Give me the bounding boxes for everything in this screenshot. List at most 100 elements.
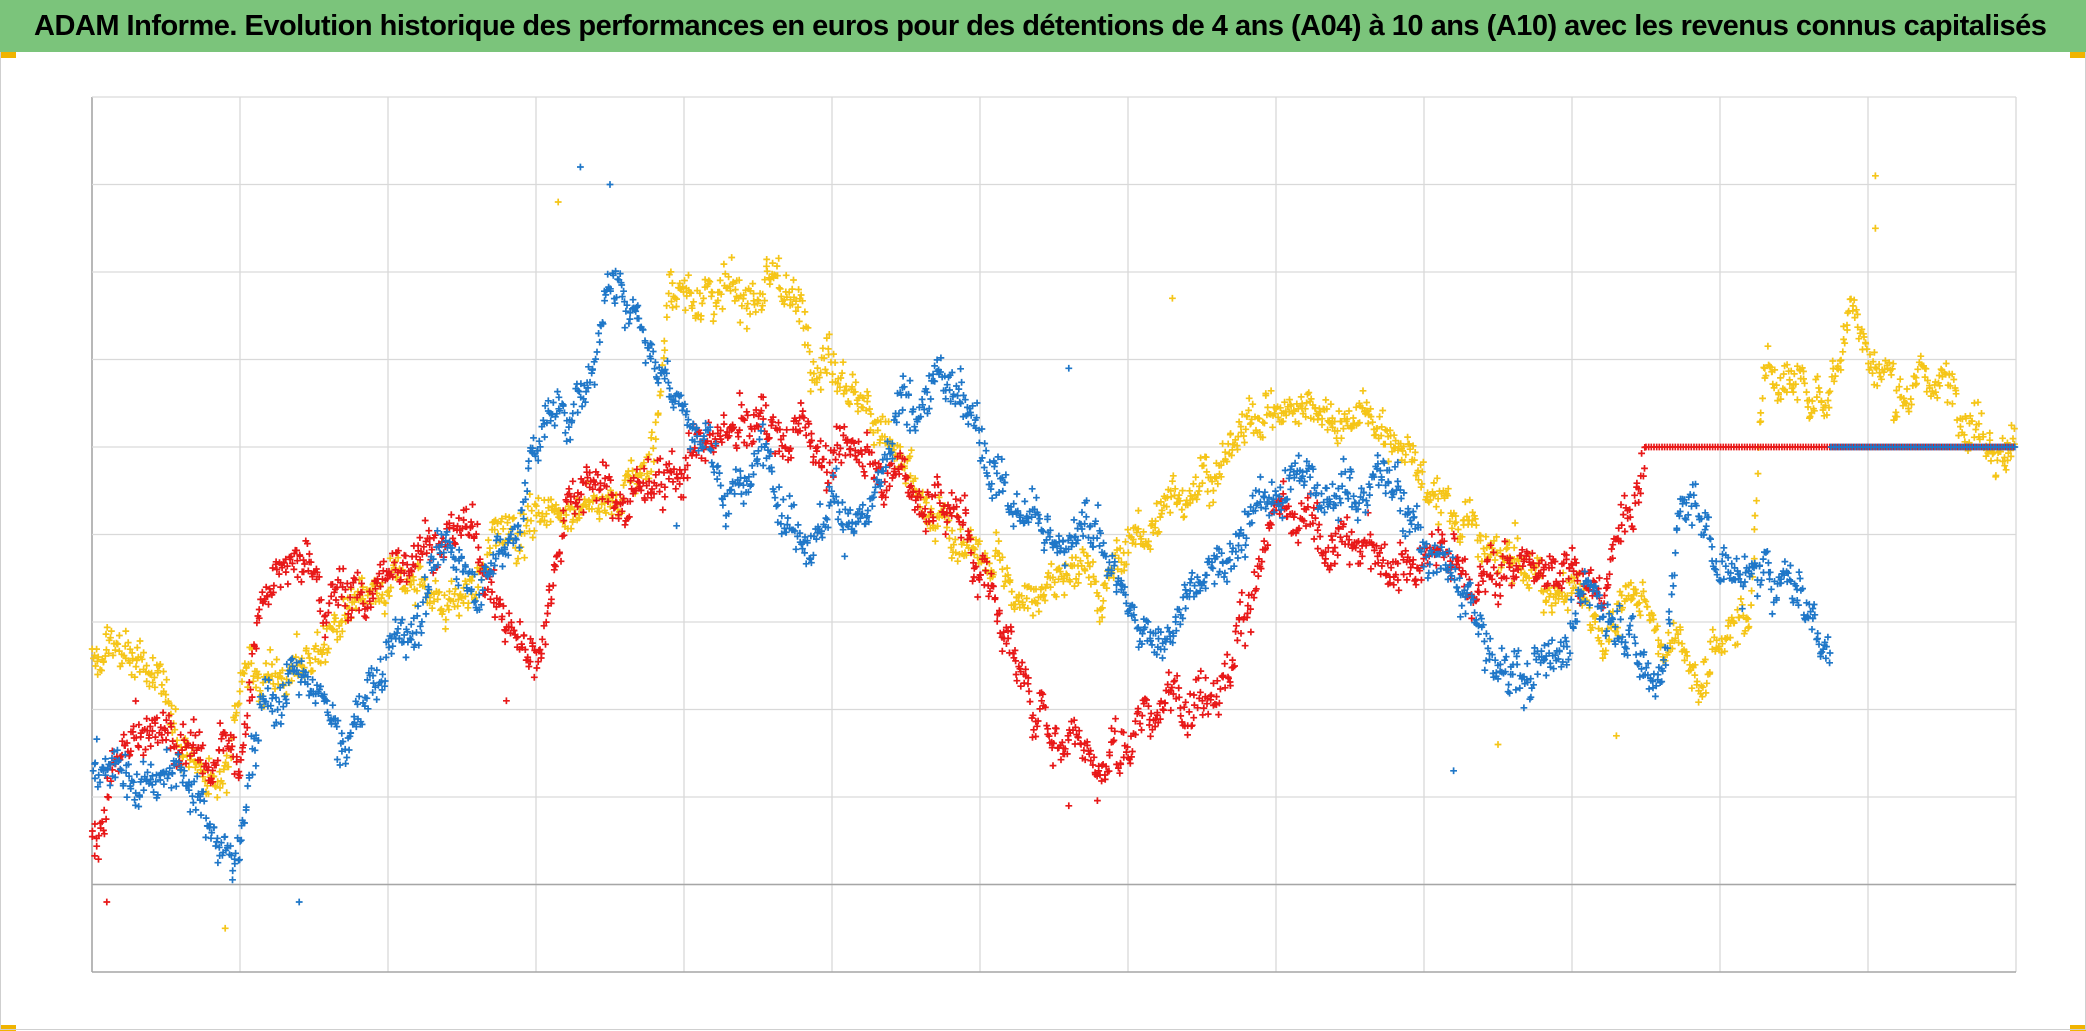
data-point-yellow bbox=[950, 541, 958, 548]
data-point-yellow bbox=[1866, 351, 1874, 358]
data-point-blue bbox=[1211, 580, 1218, 588]
data-point-yellow bbox=[1539, 588, 1547, 596]
data-point-yellow bbox=[1863, 345, 1871, 353]
data-point-yellow bbox=[255, 671, 262, 678]
data-point-yellow bbox=[1318, 421, 1326, 429]
data-point-yellow bbox=[1753, 497, 1760, 505]
data-point-red bbox=[1346, 561, 1353, 568]
data-point-yellow bbox=[1358, 404, 1366, 412]
data-point-yellow bbox=[1490, 537, 1498, 545]
data-point-red bbox=[487, 595, 494, 603]
data-point-yellow bbox=[1800, 375, 1807, 383]
data-point-yellow bbox=[1701, 656, 1709, 663]
data-point-yellow bbox=[1003, 564, 1011, 572]
data-point-yellow bbox=[151, 683, 159, 691]
data-point-yellow bbox=[1707, 638, 1714, 645]
data-point-yellow bbox=[974, 554, 981, 561]
data-point-red bbox=[1052, 725, 1060, 732]
data-point-yellow bbox=[1066, 578, 1074, 586]
data-point-yellow bbox=[1122, 560, 1130, 568]
data-point-red bbox=[135, 743, 143, 751]
data-point-yellow bbox=[740, 291, 748, 299]
data-point-blue bbox=[1346, 474, 1354, 482]
data-point-red bbox=[242, 730, 249, 738]
data-point-yellow bbox=[790, 276, 797, 284]
data-point-blue bbox=[1035, 519, 1042, 527]
data-point-blue bbox=[1188, 569, 1196, 577]
data-point-yellow bbox=[1114, 565, 1122, 573]
data-point-yellow bbox=[1208, 478, 1216, 485]
data-point-yellow bbox=[328, 625, 336, 632]
data-point-yellow bbox=[1743, 614, 1751, 622]
data-point-yellow bbox=[407, 581, 415, 589]
data-point-yellow bbox=[1113, 537, 1121, 544]
data-point-red bbox=[105, 794, 112, 801]
data-point-red bbox=[1094, 797, 1101, 804]
data-point-yellow bbox=[132, 663, 140, 670]
data-point-yellow bbox=[1801, 379, 1808, 387]
data-point-yellow bbox=[136, 637, 144, 645]
data-point-red bbox=[1496, 592, 1504, 600]
data-point-yellow bbox=[1759, 395, 1766, 402]
data-point-yellow bbox=[143, 662, 150, 669]
data-point-blue bbox=[747, 481, 755, 488]
data-point-yellow bbox=[442, 625, 449, 633]
data-point-yellow bbox=[1627, 596, 1635, 604]
data-point-yellow bbox=[128, 649, 136, 657]
data-point-yellow bbox=[1873, 382, 1881, 390]
data-point-yellow bbox=[763, 267, 771, 275]
data-point-yellow bbox=[1249, 400, 1257, 408]
data-point-yellow bbox=[1404, 433, 1411, 441]
data-point-blue bbox=[1055, 532, 1063, 540]
data-point-yellow bbox=[1826, 387, 1834, 395]
data-point-yellow bbox=[1234, 446, 1241, 453]
data-point-yellow bbox=[1816, 388, 1824, 396]
data-point-red bbox=[100, 806, 108, 814]
data-point-yellow bbox=[1824, 397, 1832, 404]
data-point-yellow bbox=[122, 627, 130, 635]
data-point-yellow bbox=[331, 611, 338, 619]
data-point-yellow bbox=[881, 433, 889, 441]
data-point-yellow bbox=[1830, 377, 1838, 385]
data-point-yellow bbox=[1595, 625, 1602, 632]
data-point-yellow bbox=[787, 296, 794, 304]
data-point-red bbox=[1621, 492, 1628, 500]
data-point-yellow bbox=[761, 297, 768, 304]
data-point-red bbox=[668, 447, 676, 455]
data-point-yellow bbox=[256, 687, 264, 695]
data-point-yellow bbox=[962, 551, 970, 559]
data-point-yellow bbox=[1379, 407, 1387, 414]
data-point-yellow bbox=[999, 553, 1006, 561]
data-point-yellow bbox=[1912, 374, 1920, 382]
data-point-red bbox=[743, 408, 751, 416]
data-point-yellow bbox=[1597, 640, 1605, 648]
data-point-red bbox=[294, 573, 301, 581]
data-point-yellow bbox=[906, 453, 914, 460]
data-point-yellow bbox=[213, 794, 221, 801]
data-point-red bbox=[855, 438, 862, 445]
data-point-blue bbox=[525, 457, 533, 465]
data-point-yellow bbox=[1446, 517, 1454, 525]
data-point-yellow bbox=[1735, 614, 1743, 622]
data-point-blue bbox=[651, 365, 658, 373]
data-point-yellow bbox=[1071, 582, 1078, 590]
data-point-yellow bbox=[661, 346, 669, 354]
data-point-blue bbox=[342, 760, 349, 767]
data-point-yellow bbox=[1169, 294, 1176, 302]
data-point-yellow bbox=[1504, 544, 1511, 552]
data-point-yellow bbox=[136, 668, 144, 676]
data-point-yellow bbox=[1049, 573, 1057, 581]
data-point-yellow bbox=[562, 511, 570, 519]
data-point-yellow bbox=[1043, 581, 1051, 588]
data-point-yellow bbox=[1061, 591, 1068, 599]
data-point-yellow bbox=[1000, 582, 1008, 590]
data-point-yellow bbox=[1688, 684, 1696, 692]
data-point-yellow bbox=[999, 565, 1006, 573]
data-point-red bbox=[602, 462, 610, 469]
data-point-blue bbox=[163, 746, 171, 753]
data-point-yellow bbox=[528, 507, 536, 515]
data-point-red bbox=[942, 530, 949, 538]
data-point-blue bbox=[593, 348, 601, 356]
data-point-red bbox=[1147, 710, 1155, 717]
data-point-yellow bbox=[1745, 623, 1753, 631]
